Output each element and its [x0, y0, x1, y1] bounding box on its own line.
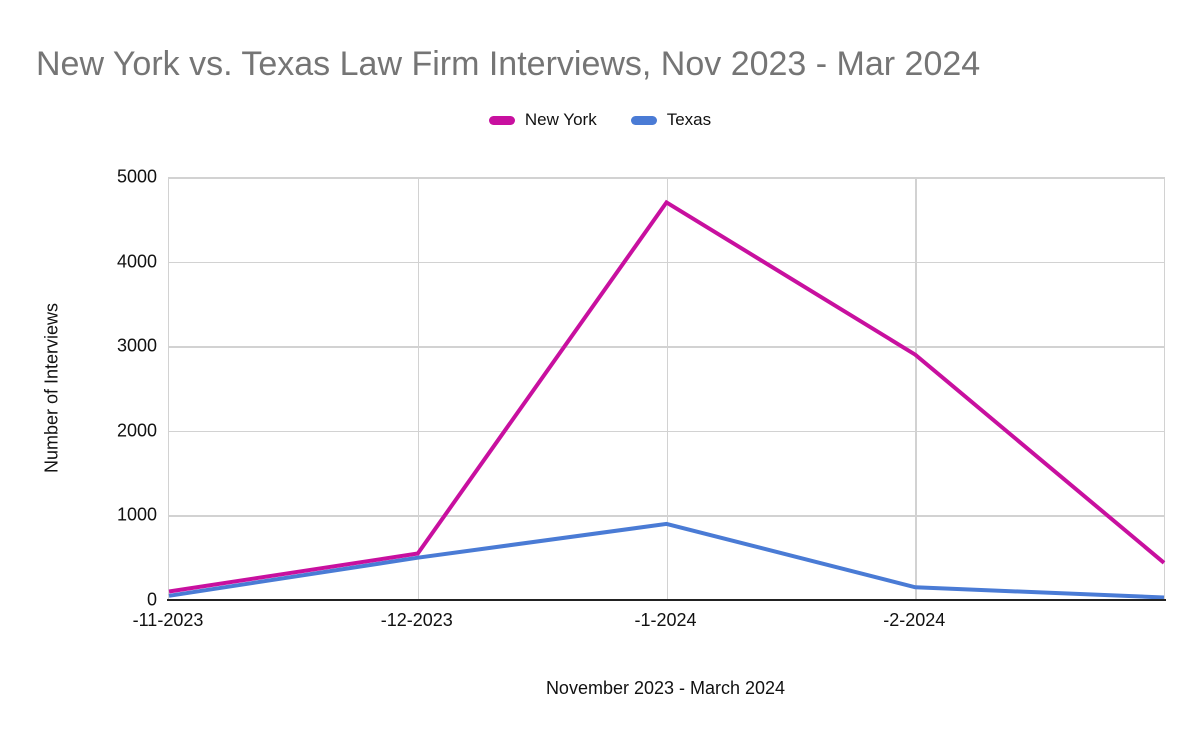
- legend-item-new-york: New York: [488, 110, 597, 130]
- series-line-new-york: [168, 199, 1166, 594]
- legend-swatch-texas: [630, 115, 657, 125]
- legend-item-texas: Texas: [630, 110, 712, 130]
- y-tick-label-4000: 4000: [116, 251, 157, 272]
- y-tick-label-0: 0: [146, 589, 157, 610]
- y-tick-label-1000: 1000: [116, 504, 157, 525]
- x-tick-label--12-2023: -12-2023: [380, 610, 453, 630]
- y-tick-label-2000: 2000: [116, 420, 157, 441]
- legend-swatch-new-york: [488, 115, 515, 125]
- legend-label: New York: [524, 110, 597, 129]
- x-tick-label--2-2024: -2-2024: [883, 610, 946, 630]
- plot-area: [167, 177, 1166, 601]
- x-tick-label--1-2024: -1-2024: [634, 610, 697, 630]
- series-line-texas: [168, 521, 1165, 600]
- line-series-layer: [168, 199, 1166, 600]
- x-axis-title: November 2023 - March 2024: [545, 678, 786, 698]
- y-axis-title: Number of Interviews: [41, 302, 62, 474]
- gridline-v-3: [915, 177, 917, 600]
- x-axis-line: [167, 598, 1166, 601]
- chart-title: New York vs. Texas Law Firm Interviews, …: [36, 45, 981, 83]
- gridline-v-1: [417, 177, 420, 600]
- gridline-v-2: [666, 177, 668, 600]
- legend: New York Texas: [0, 110, 1200, 130]
- y-tick-label-3000: 3000: [116, 335, 157, 356]
- y-tick-label-5000: 5000: [116, 166, 157, 187]
- legend-label: Texas: [666, 110, 712, 129]
- x-tick-label--11-2023: -11-2023: [132, 610, 204, 630]
